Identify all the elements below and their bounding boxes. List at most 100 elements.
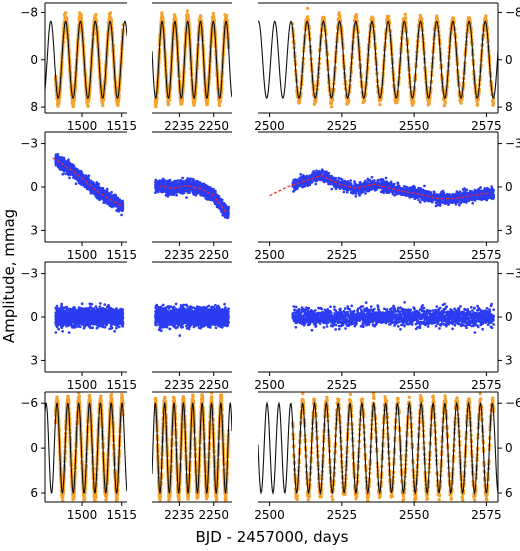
x-tick-label: 2550 [399, 508, 430, 522]
x-tick-label: 1500 [67, 119, 98, 133]
x-tick-label: 2550 [399, 248, 430, 262]
y-tick-label-left: −3 [20, 267, 38, 281]
y-tick-label-left: −3 [20, 137, 38, 151]
x-tick-label: 1515 [106, 248, 137, 262]
x-axis-label: BJD - 2457000, days [196, 528, 349, 546]
plot-area [269, 168, 495, 208]
y-tick-label-right: −8 [505, 5, 520, 19]
plot-area [45, 392, 127, 502]
plot-area [152, 9, 232, 109]
plot-area [291, 301, 495, 334]
subplot-r1-c3: 2500 2525 2550 2575 −8 0 8 [254, 2, 520, 133]
x-tick-label: 2250 [198, 119, 229, 133]
residual-points [291, 168, 495, 208]
y-tick-label-right: −3 [505, 137, 520, 151]
panel-row-2: 1500 1515 −3 0 3 2235 2250 2500 2525 2550 2575 −3 0 3 [20, 131, 520, 262]
plot-area [152, 392, 232, 502]
x-tick-label: 2235 [164, 508, 195, 522]
subplot-r2-c1: 1500 1515 −3 0 3 [20, 131, 137, 262]
x-tick-label: 2235 [164, 378, 195, 392]
x-tick-label: 1515 [106, 119, 137, 133]
x-tick-label: 2500 [254, 508, 285, 522]
observed-points [54, 392, 125, 502]
y-tick-label-left: 0 [30, 441, 38, 455]
x-tick-label: 1500 [67, 248, 98, 262]
x-tick-label: 2575 [471, 378, 502, 392]
plot-area [258, 6, 498, 109]
x-tick-label: 2235 [164, 119, 195, 133]
y-axis-label: Amplitude, mmag [0, 209, 18, 343]
residual-points [291, 301, 495, 334]
x-tick-label: 1515 [106, 378, 137, 392]
trend-line [158, 184, 226, 212]
trend-line [52, 157, 122, 207]
x-tick-label: 2250 [198, 508, 229, 522]
y-tick-label-right: 0 [505, 53, 513, 67]
x-tick-label: 2575 [471, 119, 502, 133]
subplot-r4-c2: 2235 2250 [152, 391, 232, 522]
subplot-r2-c3: 2500 2525 2550 2575 −3 0 3 [254, 131, 520, 262]
model-curve [152, 401, 232, 495]
y-tick-label-left: 8 [30, 100, 38, 114]
x-tick-label: 2235 [164, 248, 195, 262]
observed-points [153, 9, 231, 109]
x-tick-label: 2550 [399, 378, 430, 392]
trend-line [269, 174, 490, 200]
residual-points [54, 302, 125, 334]
y-tick-label-left: −6 [20, 396, 38, 410]
x-tick-label: 2250 [198, 378, 229, 392]
plot-area [154, 176, 230, 220]
plot-area [258, 392, 498, 502]
x-tick-label: 1500 [67, 378, 98, 392]
residual-points [154, 302, 230, 337]
x-tick-label: 2575 [471, 248, 502, 262]
x-tick-label: 2575 [471, 508, 502, 522]
residual-points [154, 176, 230, 220]
y-tick-label-left: −8 [20, 5, 38, 19]
y-tick-label-left: 0 [30, 53, 38, 67]
y-tick-label-right: 8 [505, 100, 513, 114]
y-tick-label-right: 6 [505, 486, 513, 500]
subplot-r3-c1: 1500 1515 −3 0 3 [20, 261, 137, 392]
y-tick-label-right: 3 [505, 223, 513, 237]
x-tick-label: 2525 [327, 378, 358, 392]
model-curve [258, 401, 498, 496]
x-tick-label: 2250 [198, 248, 229, 262]
model-curve [152, 20, 232, 99]
x-tick-label: 2525 [327, 248, 358, 262]
subplot-r3-c2: 2235 2250 [152, 261, 232, 392]
y-tick-label-left: 0 [30, 310, 38, 324]
x-tick-label: 2525 [327, 508, 358, 522]
y-tick-label-right: 3 [505, 353, 513, 367]
x-tick-label: 2550 [399, 119, 430, 133]
subplot-r1-c1: 1500 1515 −8 0 8 [20, 2, 137, 133]
subplot-r1-c2: 2235 2250 [152, 2, 232, 133]
y-tick-label-left: 0 [30, 180, 38, 194]
model-curve [45, 402, 127, 494]
panel-row-3: 1500 1515 −3 0 3 2235 2250 2500 2525 2550 2575 −3 0 3 [20, 261, 520, 392]
y-tick-label-right: 0 [505, 180, 513, 194]
subplot-r3-c3: 2500 2525 2550 2575 −3 0 3 [254, 261, 520, 392]
plot-area [45, 11, 127, 109]
plot-area [154, 302, 230, 337]
x-tick-label: 2500 [254, 248, 285, 262]
x-tick-label: 2500 [254, 378, 285, 392]
y-tick-label-left: 6 [30, 486, 38, 500]
x-tick-label: 1500 [67, 508, 98, 522]
plot-area [54, 302, 125, 334]
panel-row-4: 1500 1515 −6 0 6 2235 2250 2500 2525 2550 2575 −6 0 6 [20, 391, 520, 522]
model-curve [258, 20, 498, 99]
subplot-r4-c1: 1500 1515 −6 0 6 [20, 391, 137, 522]
panel-row-1: 1500 1515 −8 0 8 2235 2250 2500 2525 2550 2575 −8 0 8 [20, 2, 520, 133]
subplot-r4-c3: 2500 2525 2550 2575 −6 0 6 [254, 391, 520, 522]
model-curve [45, 20, 127, 99]
y-tick-label-right: −6 [505, 396, 520, 410]
x-tick-label: 2525 [327, 119, 358, 133]
x-tick-label: 2500 [254, 119, 285, 133]
y-tick-label-right: −3 [505, 267, 520, 281]
y-tick-label-left: 3 [30, 223, 38, 237]
plot-area [52, 153, 125, 217]
subplot-r2-c2: 2235 2250 [152, 131, 232, 262]
